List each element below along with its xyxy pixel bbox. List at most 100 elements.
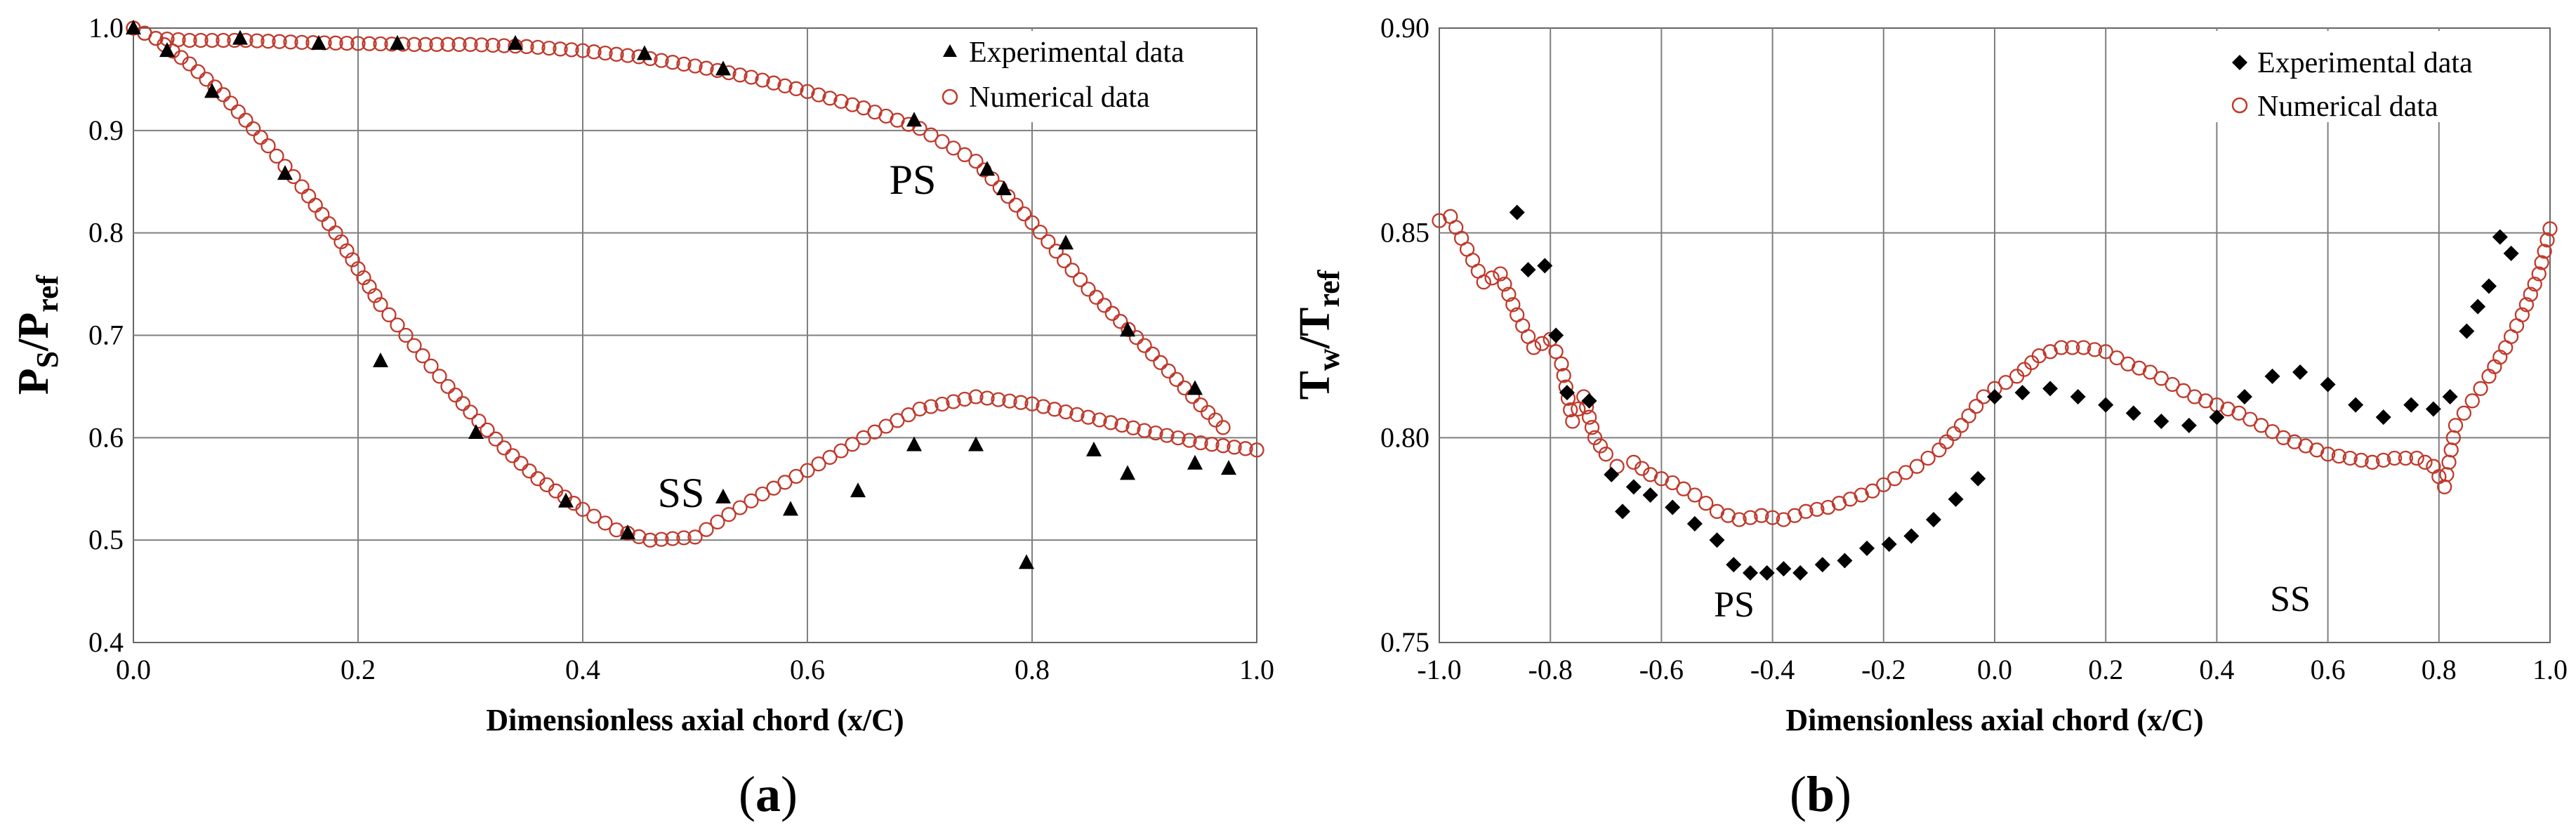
experimental-data-point xyxy=(468,424,484,440)
numerical-data-point xyxy=(269,148,284,164)
numerical-data-point xyxy=(957,391,972,407)
numerical-data-point xyxy=(2473,381,2488,396)
numerical-data-point xyxy=(2342,450,2358,466)
numerical-data-point xyxy=(2531,266,2547,282)
numerical-data-point xyxy=(1865,483,1880,499)
numerical-data-point xyxy=(676,530,692,546)
experimental-data-point xyxy=(1759,565,1775,581)
numerical-data-point xyxy=(822,449,838,465)
numerical-data-point xyxy=(190,64,206,79)
experimental-data-point xyxy=(2181,417,2197,433)
y-tick-label: 0.8 xyxy=(88,217,124,249)
numerical-data-point xyxy=(912,121,927,136)
numerical-data-point xyxy=(407,338,422,353)
numerical-data-point xyxy=(811,456,826,472)
numerical-data-point xyxy=(415,348,430,364)
numerical-data-point xyxy=(193,32,209,48)
x-tick-label: 0.4 xyxy=(565,654,600,685)
experimental-data-point xyxy=(2125,405,2141,421)
experimental-data-point xyxy=(1726,557,1742,573)
numerical-data-point xyxy=(1581,409,1597,425)
experimental-data-point xyxy=(2470,298,2486,315)
y-axis-label-b: Tw/Tref xyxy=(1291,269,1346,400)
numerical-data-point xyxy=(1505,297,1521,312)
experimental-data-point xyxy=(2348,397,2364,413)
numerical-data-point xyxy=(2523,286,2538,302)
numerical-data-point xyxy=(350,36,366,51)
numerical-data-point xyxy=(1114,417,1130,433)
experimental-data-point xyxy=(1742,565,1758,581)
experimental-data-point xyxy=(159,42,175,58)
experimental-data-point xyxy=(2264,368,2280,384)
numerical-data-point xyxy=(1159,428,1175,443)
experimental-data-point xyxy=(850,482,866,498)
experimental-data-point xyxy=(1548,327,1564,343)
numerical-data-point xyxy=(1565,414,1580,429)
experimental-data-point xyxy=(2014,385,2030,401)
experimental-data-point xyxy=(558,492,574,508)
numerical-data-point xyxy=(946,394,961,409)
legend-circle-marker-a xyxy=(942,88,958,105)
numerical-data-point xyxy=(260,34,276,49)
experimental-data-point xyxy=(1187,454,1203,470)
numerical-data-point xyxy=(505,448,520,463)
y-ticks-b: 0.75 0.80 0.85 0.90 xyxy=(1380,12,1429,658)
experimental-data-point xyxy=(2503,245,2519,261)
x-tick-label: 0.2 xyxy=(341,654,376,685)
numerical-data-point xyxy=(1968,398,1984,414)
experimental-data-point xyxy=(1604,466,1620,482)
numerical-data-point xyxy=(2320,447,2336,462)
numerical-data-point xyxy=(440,378,456,395)
numerical-data-point xyxy=(1092,412,1107,428)
numerical-data-point xyxy=(1238,441,1253,456)
numerical-data-point xyxy=(2353,452,2369,468)
experimental-data-point xyxy=(1925,512,1941,527)
experimental-data-point xyxy=(1948,491,1964,507)
numerical-data-point xyxy=(968,153,984,169)
numerical-data-point xyxy=(463,404,478,420)
numerical-data-point xyxy=(788,81,804,96)
numerical-data-point xyxy=(455,396,470,411)
caption-b: (b) xyxy=(1790,766,1851,822)
numerical-data-point xyxy=(699,522,714,537)
numerical-data-point xyxy=(654,53,669,68)
experimental-data-point xyxy=(2153,414,2169,429)
numerical-data-point xyxy=(1024,215,1040,230)
numerical-data-point xyxy=(1024,396,1040,411)
experimental-data-point xyxy=(1559,385,1575,401)
numerical-data-point xyxy=(676,56,692,72)
numerical-data-point xyxy=(373,36,388,52)
y-tick-label: 0.5 xyxy=(88,524,124,555)
numerical-data-point xyxy=(620,48,635,63)
panel-b: -1.0 -0.8 -0.6 -0.4 -0.2 0.0 0.2 0.4 0.6 0.8 1.0 0… xyxy=(1291,12,2568,822)
experimental-data-point xyxy=(715,60,731,76)
numerical-data-point xyxy=(2527,276,2542,292)
numerical-data-point xyxy=(2448,418,2464,433)
experimental-data-point xyxy=(1221,460,1236,475)
numerical-data-point xyxy=(1571,401,1586,417)
numerical-data-point xyxy=(1809,501,1825,518)
numerical-data-point xyxy=(934,133,950,150)
numerical-data-point xyxy=(223,95,239,111)
experimental-data-point xyxy=(2492,229,2508,245)
experimental-data-point xyxy=(204,83,220,98)
experimental-data-point xyxy=(1859,540,1875,556)
numerical-data-point xyxy=(1731,512,1747,527)
numerical-data-point xyxy=(182,32,197,48)
experimental-data-point xyxy=(2209,409,2225,426)
numerical-data-point xyxy=(575,43,590,58)
numerical-data-point xyxy=(1598,447,1613,462)
numerical-data-point xyxy=(471,413,487,429)
numerical-data-point xyxy=(1554,356,1569,371)
experimental-data-point xyxy=(1709,532,1725,548)
x-ticks-a: 0.0 0.2 0.4 0.6 0.8 1.0 xyxy=(116,654,1274,685)
x-tick-label: 0.0 xyxy=(116,654,151,685)
numerical-data-point xyxy=(182,56,197,72)
numerical-data-point xyxy=(522,463,537,479)
legend-a: Experimental data Numerical data xyxy=(923,31,1255,122)
numerical-data-point xyxy=(1961,408,1976,423)
numerical-data-point xyxy=(2176,383,2191,398)
experimental-data-point xyxy=(277,165,293,180)
numerical-data-point xyxy=(1097,298,1112,313)
